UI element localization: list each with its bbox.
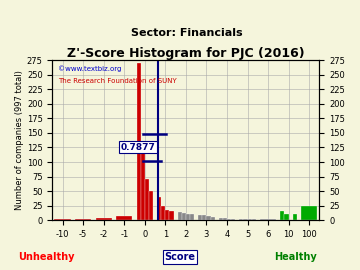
Y-axis label: Number of companies (997 total): Number of companies (997 total) bbox=[15, 70, 24, 210]
Bar bbox=[211, 217, 215, 220]
Bar bbox=[186, 214, 190, 220]
Bar bbox=[231, 219, 235, 220]
Bar bbox=[202, 215, 206, 220]
Bar bbox=[227, 219, 231, 220]
Text: Score: Score bbox=[165, 252, 195, 262]
Bar bbox=[223, 218, 227, 220]
Bar bbox=[116, 216, 132, 220]
Bar bbox=[149, 191, 153, 220]
Bar bbox=[75, 219, 91, 220]
Bar bbox=[219, 218, 223, 220]
Bar bbox=[161, 205, 165, 220]
Text: 0.7877: 0.7877 bbox=[121, 143, 156, 152]
Text: The Research Foundation of SUNY: The Research Foundation of SUNY bbox=[58, 78, 176, 84]
Bar bbox=[190, 214, 194, 220]
Text: Sector: Financials: Sector: Financials bbox=[131, 28, 243, 38]
Bar bbox=[301, 205, 318, 220]
Bar bbox=[145, 180, 149, 220]
Bar bbox=[198, 215, 202, 220]
Text: ©www.textbiz.org: ©www.textbiz.org bbox=[58, 65, 121, 72]
Bar bbox=[95, 218, 112, 220]
Bar bbox=[178, 212, 182, 220]
Bar bbox=[182, 213, 186, 220]
Text: Unhealthy: Unhealthy bbox=[19, 252, 75, 262]
Bar bbox=[293, 214, 297, 220]
Bar bbox=[239, 219, 243, 220]
Bar bbox=[165, 210, 170, 220]
Bar bbox=[280, 211, 284, 220]
Title: Z'-Score Histogram for PJC (2016): Z'-Score Histogram for PJC (2016) bbox=[67, 48, 305, 60]
Text: Healthy: Healthy bbox=[274, 252, 316, 262]
Bar bbox=[157, 197, 161, 220]
Bar bbox=[141, 145, 145, 220]
Bar bbox=[170, 211, 174, 220]
Bar bbox=[206, 216, 211, 220]
Bar bbox=[284, 214, 289, 220]
Bar bbox=[136, 63, 141, 220]
